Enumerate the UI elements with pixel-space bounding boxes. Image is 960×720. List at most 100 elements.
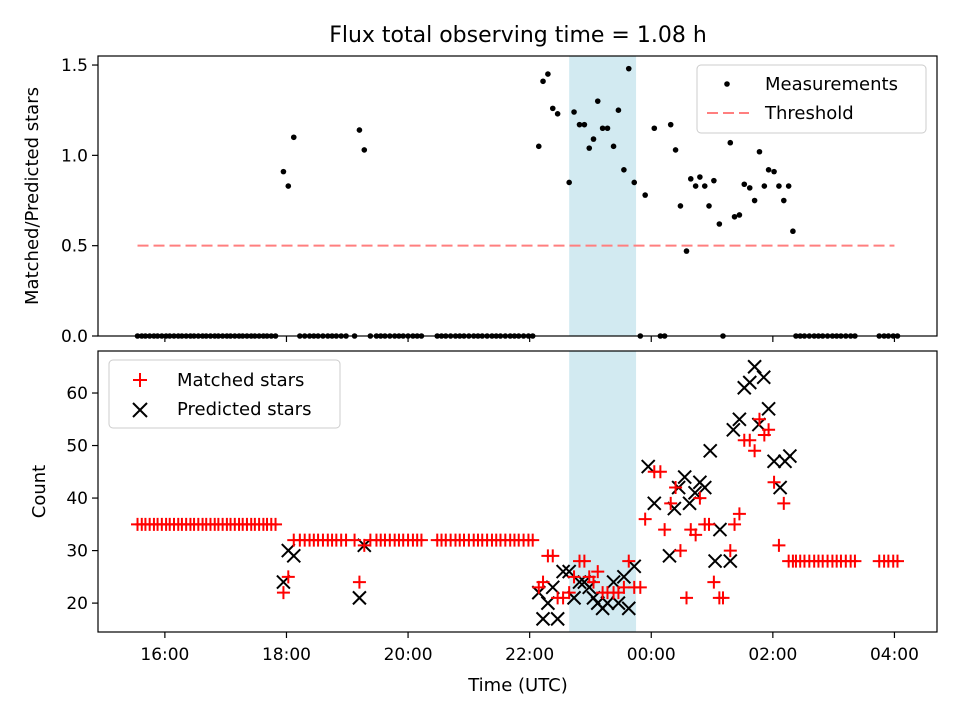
bot-ytick-label: 30 [66, 542, 88, 562]
measurement-point [683, 248, 690, 254]
matched-star-point [276, 586, 290, 600]
matched-star-point [848, 554, 862, 568]
bot-ytick-label: 60 [66, 384, 88, 404]
measurement-point [621, 167, 627, 173]
measurement-point [586, 145, 593, 151]
bot-xtick-label: 16:00 [140, 645, 189, 665]
measurement-point [540, 78, 546, 85]
ratio-panel: 0.0 0.5 1.0 1.5 Matched/Predicted stars Mea… [22, 55, 938, 347]
matched-star-point [536, 575, 550, 589]
bottom-x-ticks: 16:00 18:00 20:00 22:00 00:00 02:00 04:00 [140, 632, 919, 665]
bot-xtick-label: 02:00 [748, 645, 797, 665]
measurement-point [545, 71, 551, 77]
measurement-point [765, 167, 772, 173]
bot-xtick-label: 18:00 [262, 645, 311, 665]
measurement-point [642, 192, 648, 198]
matched-star-point [577, 554, 591, 568]
matched-stars-points [131, 412, 904, 605]
matched-star-point [562, 586, 576, 600]
matched-star-point [680, 591, 694, 605]
top-y-ticks: 0.0 0.5 1.0 1.5 [61, 56, 98, 347]
measurement-point [701, 183, 708, 189]
matched-star-point [689, 528, 703, 542]
predicted-star-point [647, 496, 662, 511]
measurement-point [761, 183, 768, 189]
measurement-point [756, 148, 763, 155]
measurement-point [554, 111, 561, 117]
measurement-point [651, 125, 658, 132]
top-y-axis-label: Matched/Predicted stars [22, 87, 43, 305]
predicted-star-point [756, 370, 771, 385]
measurement-point [571, 109, 577, 115]
predicted-star-point [662, 548, 677, 564]
matched-star-point [693, 491, 707, 505]
top-ytick-label: 0.0 [61, 327, 88, 347]
bot-ytick-label: 50 [66, 437, 88, 457]
matched-star-point [414, 533, 428, 547]
matched-star-point [743, 433, 757, 447]
predicted-star-point [535, 611, 551, 627]
top-ytick-label: 1.0 [61, 146, 88, 166]
predicted-star-point [550, 611, 565, 627]
legend-matched-marker [133, 373, 147, 387]
bot-xtick-label: 20:00 [384, 645, 433, 665]
matched-star-point [352, 575, 366, 589]
predicted-star-point [766, 454, 782, 469]
top-ytick-label: 0.5 [61, 237, 88, 257]
measurement-point [692, 183, 699, 189]
matched-star-point [723, 544, 737, 558]
bot-xtick-label: 22:00 [505, 645, 554, 665]
matched-star-point [664, 496, 678, 510]
measurement-point [290, 134, 297, 141]
measurement-point [687, 176, 694, 182]
matched-star-point [269, 517, 283, 531]
matched-star-point [638, 512, 652, 526]
measurement-point [549, 105, 556, 112]
bot-ytick-label: 20 [66, 594, 88, 614]
measurement-point [716, 221, 723, 227]
measurement-point [697, 174, 703, 180]
measurement-point [535, 143, 542, 150]
measurement-point [771, 168, 777, 175]
legend-predicted-marker [132, 402, 148, 418]
measurement-point [741, 181, 748, 188]
matched-star-point [707, 575, 721, 589]
measurement-point [736, 212, 743, 218]
measurement-point [581, 121, 588, 128]
measurement-point [631, 179, 638, 186]
matched-star-point [348, 533, 362, 547]
predicted-star-point [621, 601, 636, 616]
bot-xtick-label: 00:00 [627, 645, 676, 665]
top-observing-span [569, 56, 637, 336]
predicted-star-point [732, 412, 747, 427]
matched-star-point [658, 523, 672, 537]
top-x-ticks [164, 336, 896, 342]
measurement-point [746, 185, 753, 191]
measurement-point [751, 197, 758, 204]
matched-star-point [526, 533, 540, 547]
predicted-star-point [703, 443, 718, 459]
measurement-point [599, 125, 606, 132]
measurement-point [361, 147, 368, 153]
predicted-star-point [712, 522, 728, 537]
matched-star-point [567, 570, 581, 584]
bottom-y-axis-label: Count [29, 465, 50, 518]
bottom-axes-frame [97, 350, 938, 633]
measurement-point [594, 98, 601, 104]
matched-star-point [633, 580, 647, 594]
bot-ytick-label: 40 [66, 489, 88, 509]
legend-predicted-label: Predicted stars [177, 399, 311, 420]
top-legend: Measurements Threshold [696, 64, 927, 134]
predicted-star-point [742, 375, 757, 390]
matched-star-point [777, 496, 791, 510]
legend-threshold-label: Threshold [764, 103, 854, 124]
measurement-point [667, 121, 674, 128]
matched-star-point [546, 549, 560, 563]
matched-star-point [673, 544, 687, 558]
predicted-star-point [555, 564, 571, 579]
chart-title: Flux total observing time = 1.08 h [329, 23, 707, 48]
matched-star-point [732, 507, 746, 521]
matched-star-point [728, 517, 742, 531]
matched-star-point [669, 481, 683, 495]
